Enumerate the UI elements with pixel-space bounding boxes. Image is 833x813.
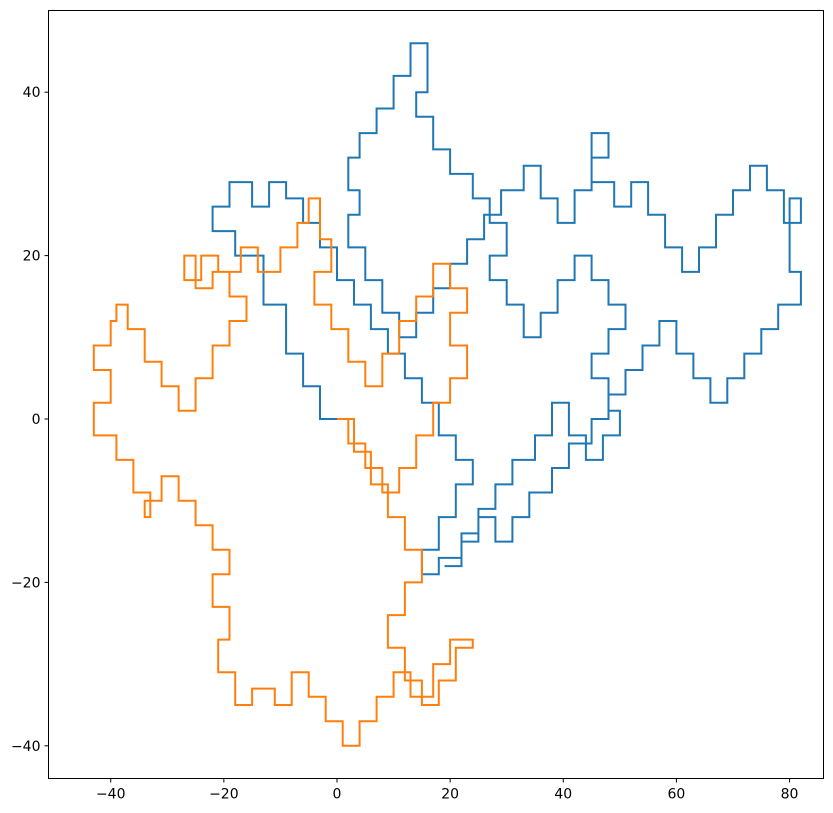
- x-tick-label: 40: [554, 787, 572, 803]
- y-tick-label: −40: [11, 739, 41, 755]
- y-tick-label: 20: [23, 249, 41, 265]
- random-walk-series-2: [92, 197, 474, 747]
- x-tick-label: 20: [441, 787, 459, 803]
- random-walk-series-1: [211, 42, 802, 576]
- y-tick-label: 0: [32, 412, 41, 428]
- x-tick-label: 0: [333, 787, 342, 803]
- x-axis: −40 −20 0 20 40 60 80: [96, 778, 799, 803]
- x-tick-label: −40: [96, 787, 126, 803]
- plot-area: [92, 42, 802, 747]
- y-axis: −40 −20 0 20 40: [11, 85, 49, 755]
- y-tick-label: −20: [11, 575, 41, 591]
- y-tick-label: 40: [23, 85, 41, 101]
- x-tick-label: 80: [781, 787, 799, 803]
- axes-frame: [48, 10, 824, 779]
- x-tick-label: 60: [668, 787, 686, 803]
- x-tick-label: −20: [209, 787, 239, 803]
